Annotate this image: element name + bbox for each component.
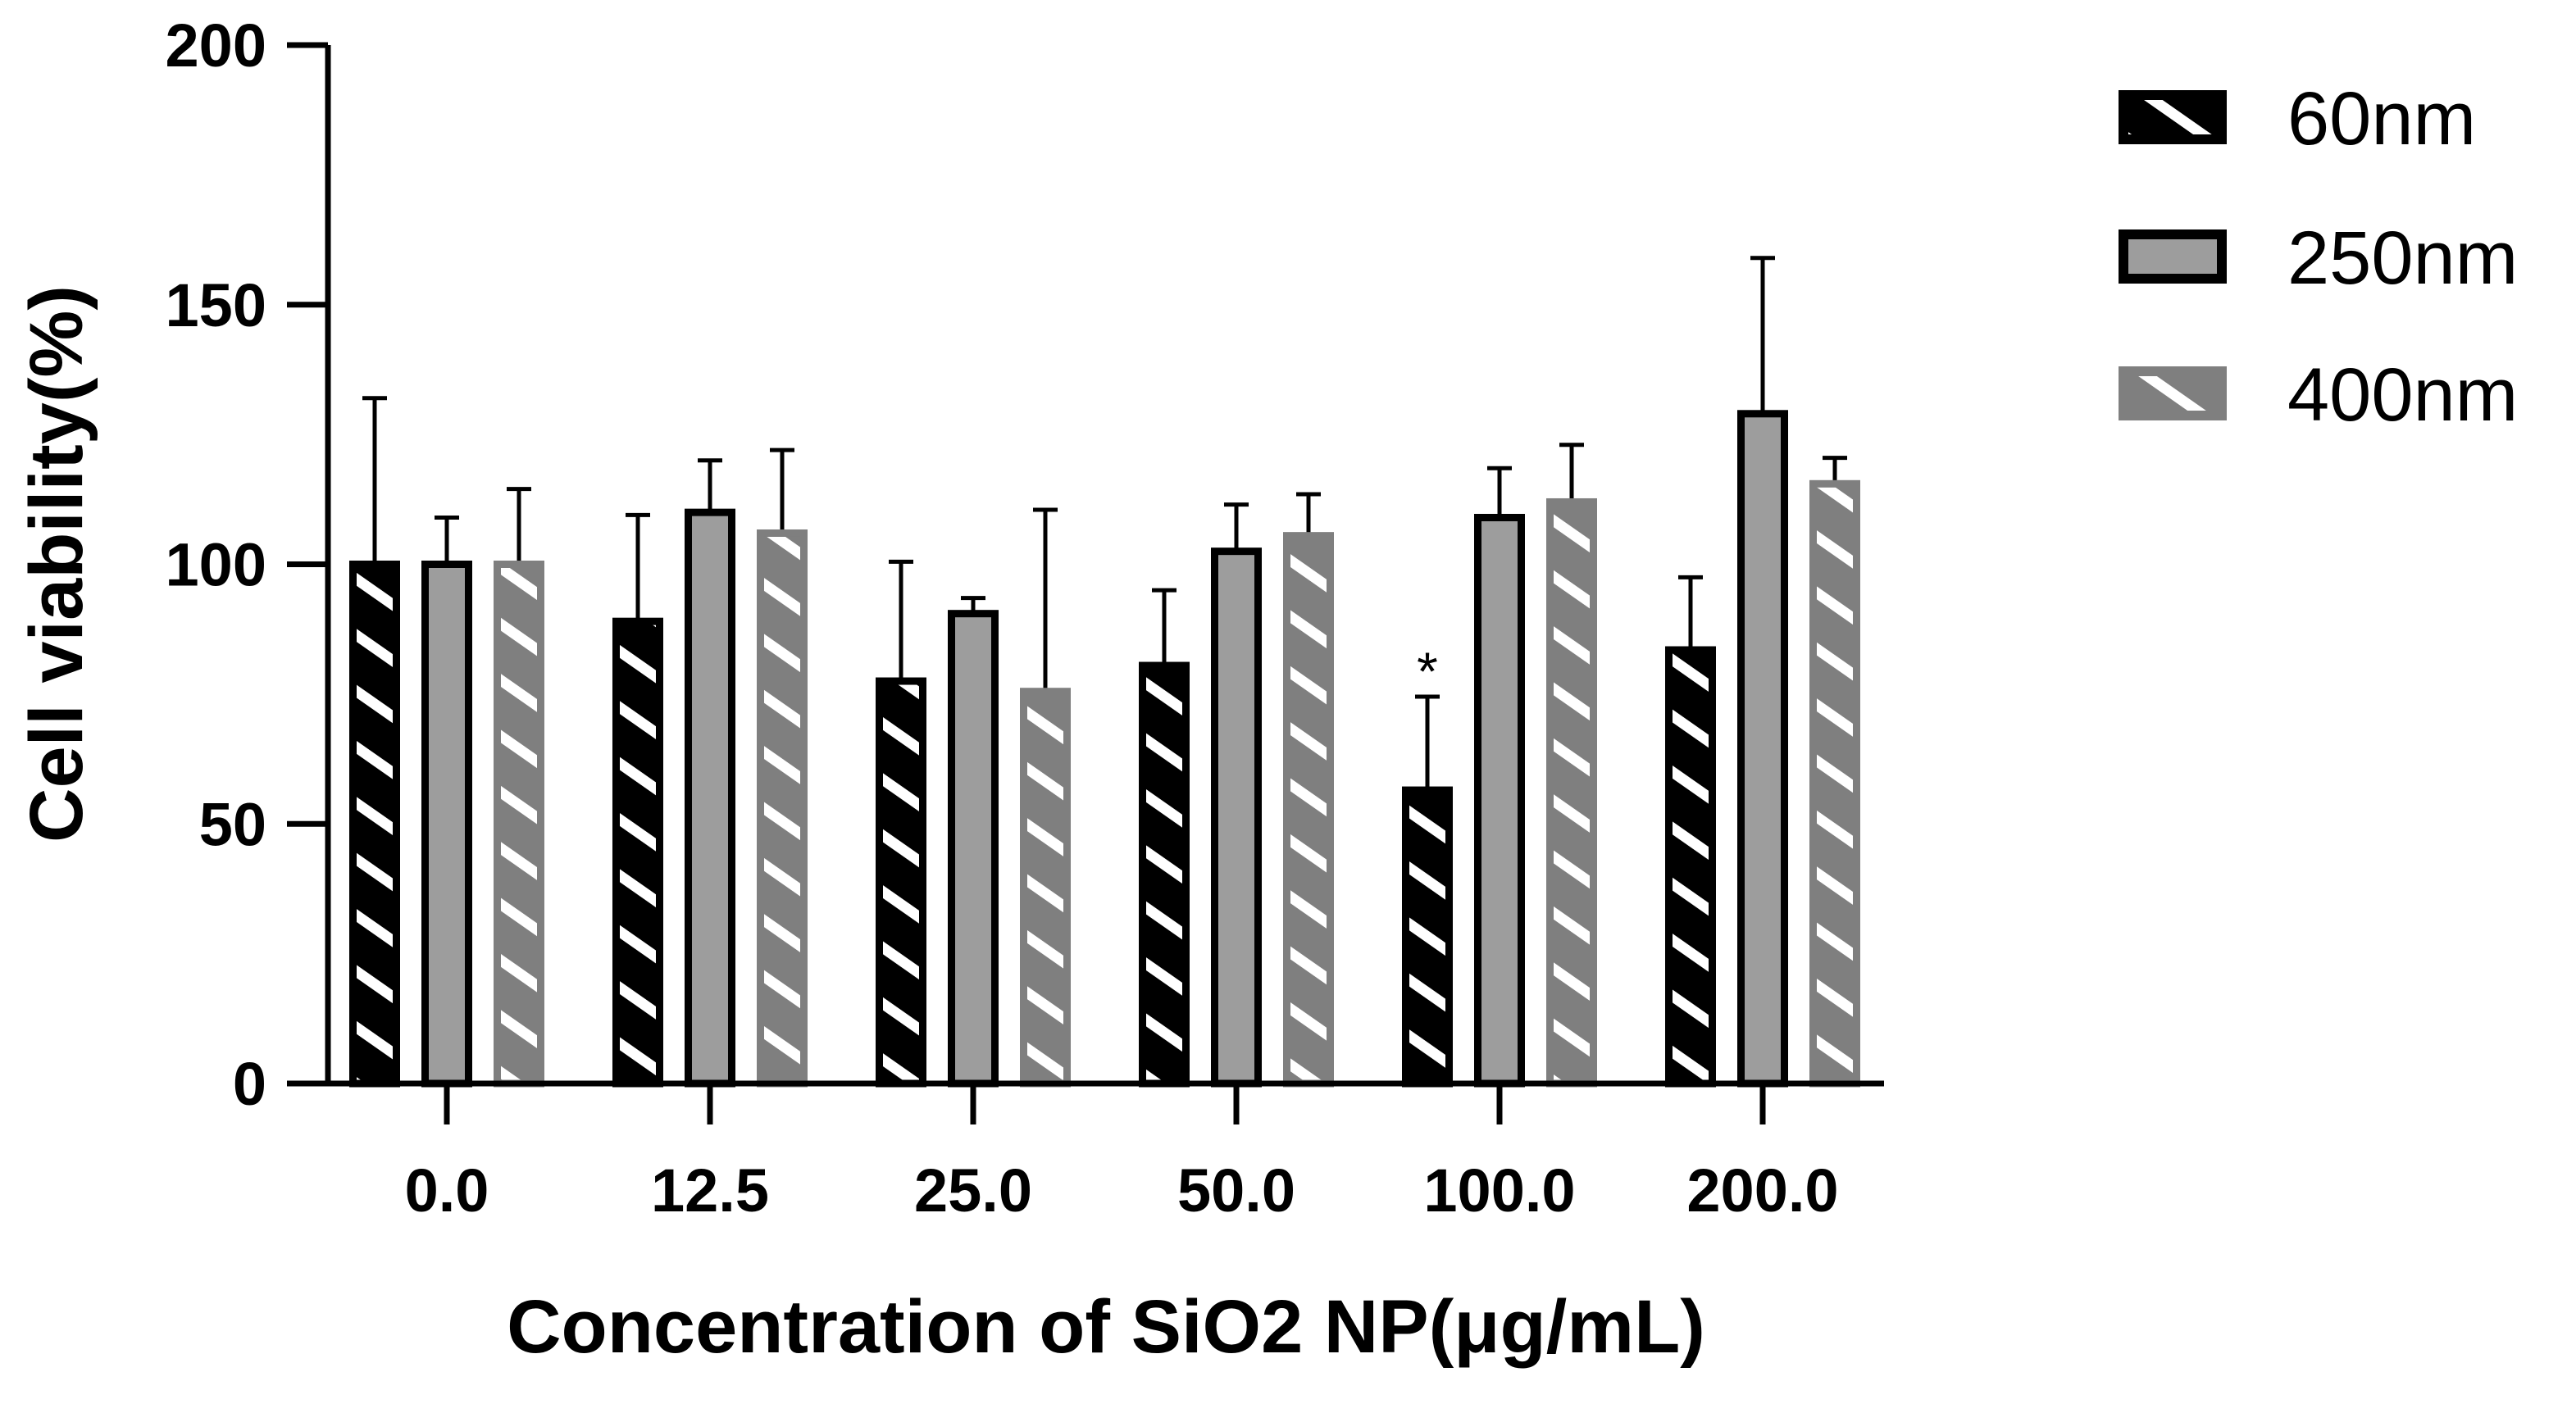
x-axis: 0.0 12.5 25.0 50.0 100.0 200.0 (328, 1080, 1884, 1224)
bar-250nm-4 (1474, 513, 1525, 1088)
x-tick-label-3: 50.0 (1177, 1156, 1295, 1224)
bar-60nm-4 (1402, 786, 1453, 1088)
bar-400nm-3 (1283, 532, 1334, 1088)
bar-400nm-5 (1809, 479, 1860, 1088)
y-tick-label-0: 0 (233, 1050, 266, 1118)
y-tick-label-4: 200 (166, 11, 266, 80)
legend-swatch-250nm (2119, 229, 2227, 284)
legend-swatch-60nm (2119, 90, 2227, 144)
bar-400nm-2 (1020, 688, 1071, 1088)
x-tick-label-2: 25.0 (914, 1156, 1032, 1224)
y-ticks: 0 50 100 150 200 (166, 11, 328, 1118)
y-axis-title: Cell viability(%) (15, 285, 98, 843)
legend-label-250nm: 250nm (2287, 216, 2518, 300)
bar-60nm-3 (1139, 661, 1190, 1088)
bar-400nm-1 (757, 529, 808, 1088)
x-tick-label-0: 0.0 (405, 1156, 489, 1224)
bar-60nm-0 (349, 561, 400, 1088)
x-axis-title: Concentration of SiO2 NP(μg/mL) (507, 1285, 1705, 1369)
x-ticks: 0.0 12.5 25.0 50.0 100.0 200.0 (405, 1084, 1839, 1224)
y-tick-label-1: 50 (199, 790, 266, 858)
y-tick-label-3: 150 (166, 271, 266, 339)
legend: 60nm 250nm 400nm (2119, 77, 2518, 437)
bar-400nm-0 (494, 561, 544, 1088)
bar-60nm-5 (1665, 646, 1716, 1088)
x-tick-label-5: 200.0 (1686, 1156, 1838, 1224)
y-axis: 0 50 100 150 200 (166, 11, 331, 1118)
y-tick-label-2: 100 (166, 531, 266, 599)
bar-250nm-3 (1211, 547, 1262, 1088)
bar-250nm-0 (421, 561, 472, 1088)
bar-250nm-5 (1737, 410, 1788, 1088)
bar-250nm-1 (685, 508, 735, 1088)
bars-layer: * (349, 256, 1860, 1088)
bar-60nm-1 (612, 617, 663, 1088)
bar-400nm-4 (1546, 497, 1597, 1088)
bar-60nm-2 (876, 677, 926, 1088)
x-tick-label-1: 12.5 (651, 1156, 769, 1224)
significance-marker: * (1417, 641, 1438, 702)
legend-label-60nm: 60nm (2287, 77, 2476, 161)
legend-swatch-400nm (2119, 366, 2227, 420)
bar-250nm-2 (948, 610, 999, 1088)
x-tick-label-4: 100.0 (1423, 1156, 1575, 1224)
legend-label-400nm: 400nm (2287, 353, 2518, 437)
